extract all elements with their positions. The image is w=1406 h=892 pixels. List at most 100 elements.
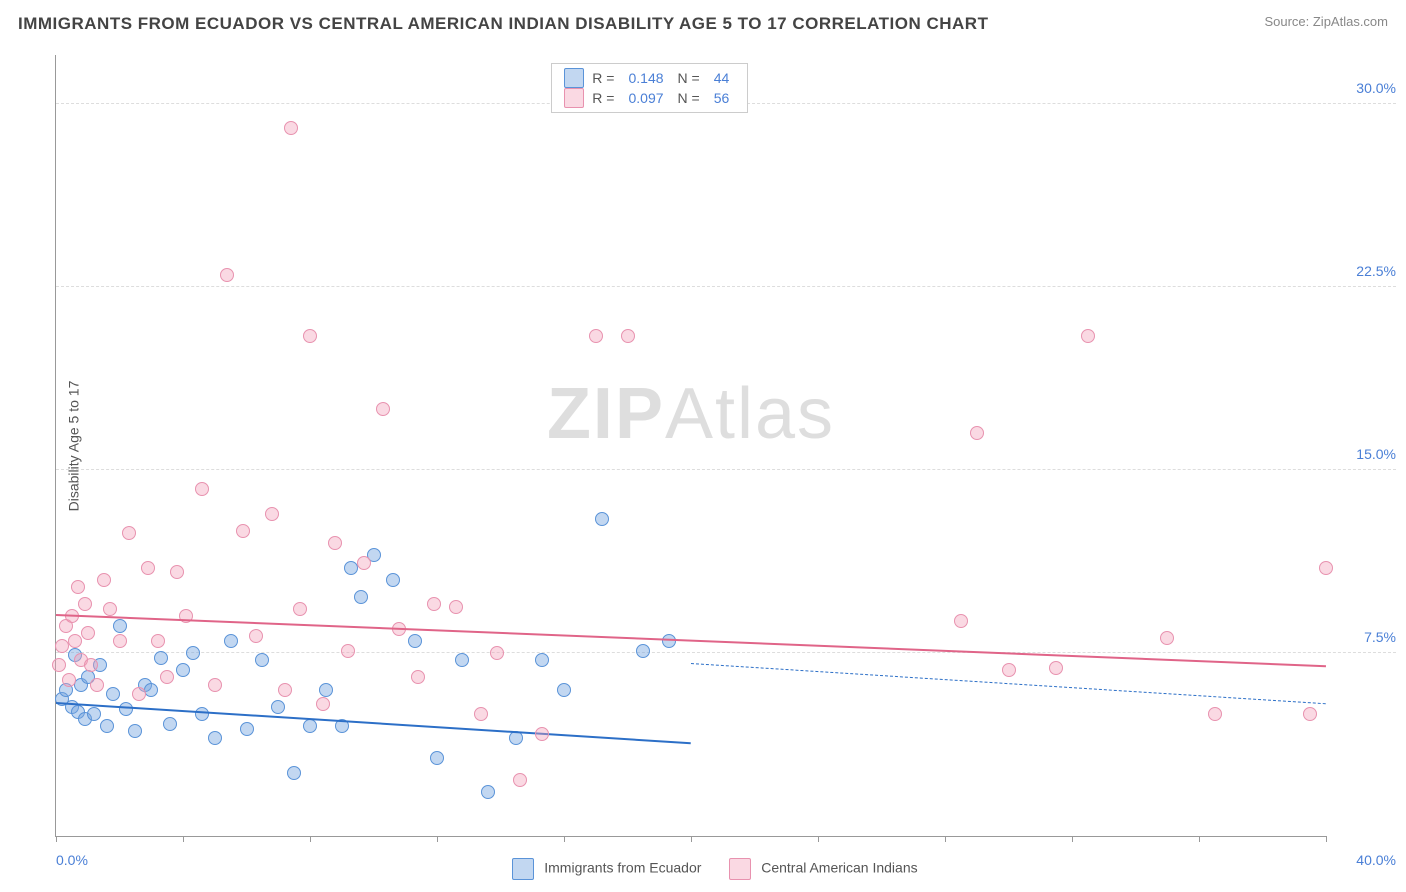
data-point-ecuador bbox=[408, 634, 422, 648]
data-point-cai bbox=[160, 670, 174, 684]
r-value-cai: 0.097 bbox=[628, 90, 663, 106]
data-point-cai bbox=[141, 561, 155, 575]
data-point-ecuador bbox=[430, 751, 444, 765]
data-point-cai bbox=[1160, 631, 1174, 645]
x-tick bbox=[818, 836, 819, 842]
x-tick bbox=[310, 836, 311, 842]
legend-label-cai: Central American Indians bbox=[761, 860, 917, 876]
data-point-cai bbox=[1049, 661, 1063, 675]
data-point-ecuador bbox=[455, 653, 469, 667]
swatch-ecuador bbox=[564, 68, 584, 88]
n-value-ecuador: 44 bbox=[714, 70, 730, 86]
data-point-ecuador bbox=[186, 646, 200, 660]
chart-title: IMMIGRANTS FROM ECUADOR VS CENTRAL AMERI… bbox=[18, 14, 988, 33]
data-point-cai bbox=[97, 573, 111, 587]
data-point-cai bbox=[71, 580, 85, 594]
swatch-ecuador-bottom bbox=[512, 858, 534, 880]
data-point-ecuador bbox=[354, 590, 368, 604]
data-point-cai bbox=[1081, 329, 1095, 343]
data-point-cai bbox=[328, 536, 342, 550]
data-point-ecuador bbox=[154, 651, 168, 665]
data-point-cai bbox=[449, 600, 463, 614]
data-point-cai bbox=[427, 597, 441, 611]
data-point-ecuador bbox=[106, 687, 120, 701]
data-point-ecuador bbox=[303, 719, 317, 733]
data-point-cai bbox=[535, 727, 549, 741]
data-point-cai bbox=[376, 402, 390, 416]
x-tick bbox=[183, 836, 184, 842]
data-point-cai bbox=[293, 602, 307, 616]
data-point-ecuador bbox=[240, 722, 254, 736]
data-point-cai bbox=[132, 687, 146, 701]
legend-row-ecuador: R = 0.148 N = 44 bbox=[564, 68, 735, 88]
data-point-ecuador bbox=[176, 663, 190, 677]
data-point-ecuador bbox=[208, 731, 222, 745]
y-tick-label: 7.5% bbox=[1336, 629, 1396, 645]
data-point-ecuador bbox=[100, 719, 114, 733]
watermark: ZIPAtlas bbox=[547, 373, 835, 455]
gridline bbox=[56, 286, 1396, 287]
data-point-ecuador bbox=[636, 644, 650, 658]
series-legend: Immigrants from Ecuador Central American… bbox=[0, 858, 1406, 880]
data-point-ecuador bbox=[319, 683, 333, 697]
data-point-cai bbox=[62, 673, 76, 687]
x-tick bbox=[564, 836, 565, 842]
data-point-ecuador bbox=[255, 653, 269, 667]
data-point-cai bbox=[513, 773, 527, 787]
data-point-cai bbox=[1319, 561, 1333, 575]
data-point-ecuador bbox=[595, 512, 609, 526]
data-point-ecuador bbox=[87, 707, 101, 721]
x-tick bbox=[1072, 836, 1073, 842]
data-point-ecuador bbox=[163, 717, 177, 731]
data-point-cai bbox=[265, 507, 279, 521]
y-tick-label: 15.0% bbox=[1336, 446, 1396, 462]
data-point-cai bbox=[195, 482, 209, 496]
data-point-cai bbox=[68, 634, 82, 648]
data-point-cai bbox=[90, 678, 104, 692]
correlation-legend: R = 0.148 N = 44 R = 0.097 N = 56 bbox=[551, 63, 748, 113]
data-point-cai bbox=[411, 670, 425, 684]
data-point-cai bbox=[954, 614, 968, 628]
data-point-cai bbox=[84, 658, 98, 672]
scatter-plot-area: R = 0.148 N = 44 R = 0.097 N = 56 ZIPAtl… bbox=[55, 55, 1326, 837]
n-value-cai: 56 bbox=[714, 90, 730, 106]
y-tick-label: 30.0% bbox=[1336, 80, 1396, 96]
data-point-cai bbox=[970, 426, 984, 440]
data-point-ecuador bbox=[557, 683, 571, 697]
data-point-cai bbox=[78, 597, 92, 611]
legend-row-cai: R = 0.097 N = 56 bbox=[564, 88, 735, 108]
data-point-cai bbox=[113, 634, 127, 648]
r-value-ecuador: 0.148 bbox=[628, 70, 663, 86]
swatch-cai bbox=[564, 88, 584, 108]
trend-line-cai bbox=[56, 614, 1326, 667]
x-tick bbox=[56, 836, 57, 842]
x-tick bbox=[1326, 836, 1327, 842]
data-point-cai bbox=[474, 707, 488, 721]
data-point-cai bbox=[151, 634, 165, 648]
data-point-ecuador bbox=[386, 573, 400, 587]
data-point-ecuador bbox=[271, 700, 285, 714]
data-point-cai bbox=[122, 526, 136, 540]
data-point-ecuador bbox=[535, 653, 549, 667]
source-attribution: Source: ZipAtlas.com bbox=[1264, 14, 1388, 29]
data-point-cai bbox=[103, 602, 117, 616]
data-point-cai bbox=[357, 556, 371, 570]
gridline bbox=[56, 469, 1396, 470]
data-point-ecuador bbox=[119, 702, 133, 716]
x-tick bbox=[945, 836, 946, 842]
data-point-ecuador bbox=[128, 724, 142, 738]
x-tick bbox=[691, 836, 692, 842]
y-tick-label: 22.5% bbox=[1336, 263, 1396, 279]
data-point-ecuador bbox=[113, 619, 127, 633]
data-point-cai bbox=[236, 524, 250, 538]
data-point-cai bbox=[589, 329, 603, 343]
data-point-cai bbox=[621, 329, 635, 343]
data-point-ecuador bbox=[144, 683, 158, 697]
data-point-cai bbox=[81, 626, 95, 640]
data-point-cai bbox=[170, 565, 184, 579]
chart-title-bar: IMMIGRANTS FROM ECUADOR VS CENTRAL AMERI… bbox=[18, 14, 1388, 42]
x-tick bbox=[1199, 836, 1200, 842]
data-point-cai bbox=[278, 683, 292, 697]
data-point-ecuador bbox=[224, 634, 238, 648]
data-point-cai bbox=[284, 121, 298, 135]
